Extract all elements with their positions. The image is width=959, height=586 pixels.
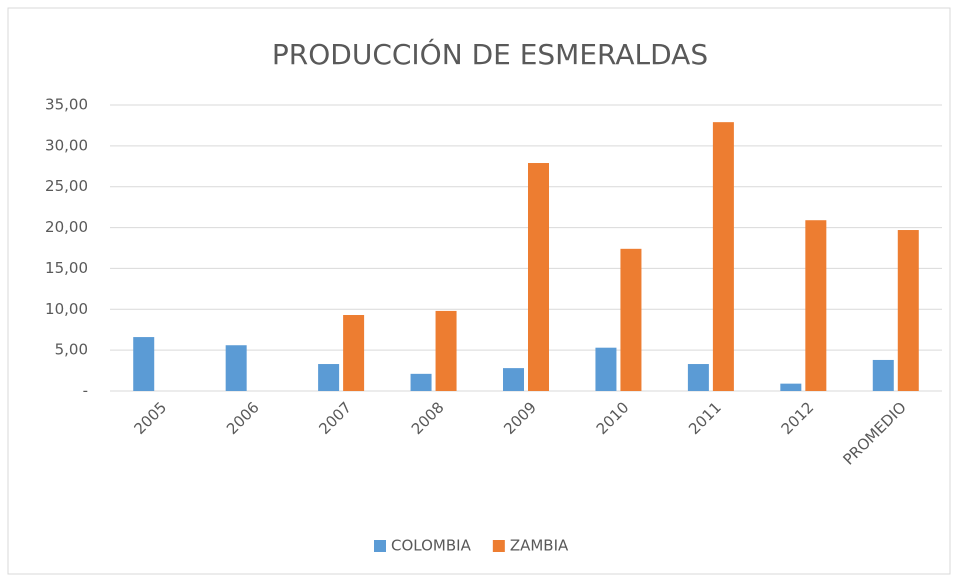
bar	[410, 373, 432, 391]
bar	[435, 310, 457, 391]
bar	[805, 220, 827, 391]
y-tick-label: 35,00	[45, 96, 88, 114]
legend-label: COLOMBIA	[391, 537, 472, 555]
y-tick-label: 15,00	[45, 259, 88, 277]
bar	[712, 122, 734, 391]
bar	[225, 345, 247, 391]
bar	[503, 368, 524, 391]
bar	[343, 315, 365, 391]
y-tick-label: -	[83, 382, 88, 400]
y-tick-label: 30,00	[45, 136, 88, 154]
bar	[780, 383, 802, 391]
bar	[872, 359, 894, 391]
bar	[133, 337, 155, 391]
bar	[318, 364, 340, 391]
legend-label: ZAMBIA	[510, 537, 569, 555]
chart-title: PRODUCCIÓN DE ESMERALDAS	[272, 37, 708, 71]
y-tick-label: 5,00	[55, 341, 88, 359]
y-tick-label: 25,00	[45, 177, 88, 195]
legend-swatch	[374, 540, 386, 552]
bar	[897, 230, 919, 391]
bar	[620, 248, 642, 391]
y-tick-label: 10,00	[45, 300, 88, 318]
y-tick-label: 20,00	[45, 218, 88, 236]
bar	[595, 347, 617, 391]
bar	[528, 163, 549, 391]
chart-frame	[7, 7, 951, 575]
legend-swatch	[492, 540, 505, 552]
bar	[687, 364, 709, 391]
